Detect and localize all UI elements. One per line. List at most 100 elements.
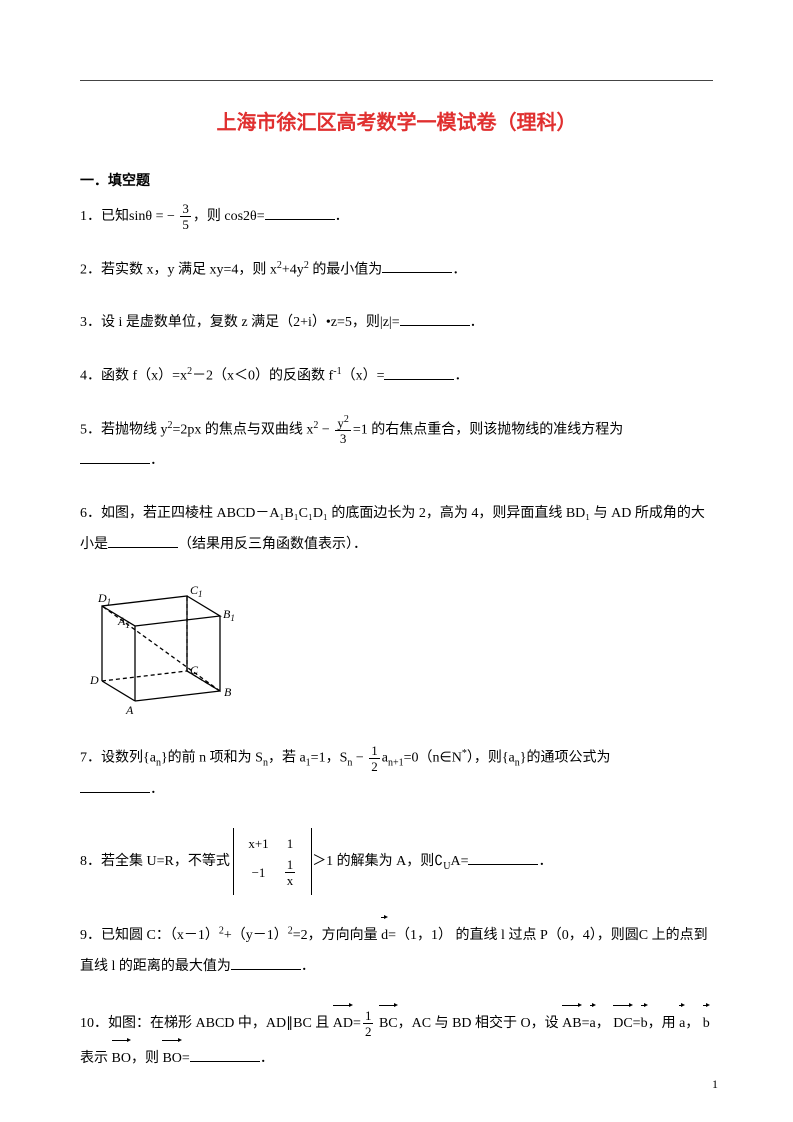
cube-diagram: D1 C1 A1 B1 D C A B: [80, 566, 250, 721]
q7-t3: ，若 a: [268, 751, 306, 766]
question-8: 8．若全集 U=R，不等式 x+11 −1 1x ＞1 的解集为 A，则∁UA=…: [80, 828, 713, 896]
q7-t8: }的通项公式为: [520, 751, 611, 766]
q9-t2: +（y－1）: [224, 928, 288, 943]
top-rule: [80, 80, 713, 81]
q7-t2: }的前 n 项和为 S: [161, 751, 263, 766]
q4-t3: （x）=: [342, 369, 385, 384]
q10-den: 2: [363, 1024, 374, 1038]
q10-t5: 表示: [80, 1051, 108, 1066]
q2-t3: 的最小值为: [309, 262, 383, 277]
q1-post1: ，则 cos2θ=: [193, 209, 265, 224]
q1-den: 5: [180, 217, 191, 231]
question-1: 1．已知sinθ = − 3 5 ，则 cos2θ=．: [80, 202, 713, 233]
q10-t7: =: [182, 1051, 190, 1066]
q10-t6: ，则: [131, 1051, 159, 1066]
q2-t2: +4y: [282, 262, 304, 277]
q10-vecb: b: [641, 1005, 648, 1040]
q5-minus: −: [318, 422, 333, 437]
q6-blank: [108, 534, 178, 548]
q10-veca: a: [590, 1005, 596, 1040]
q10-vecBO: BO: [112, 1040, 131, 1075]
section-header: 一．填空题: [80, 170, 713, 190]
q4-t1: 4．函数 f（x）=x: [80, 369, 187, 384]
q10-num: 1: [363, 1009, 374, 1024]
q1-sin: sin: [129, 209, 145, 224]
q8-t2: ＞1 的解集为 A，则∁: [312, 854, 443, 869]
q8-t1: 8．若全集 U=R，不等式: [80, 854, 233, 869]
q10-frac: 1 2: [361, 1009, 376, 1038]
svg-text:B: B: [224, 685, 232, 699]
q10-eq: =: [353, 1016, 361, 1031]
q10-comma: ，: [596, 1016, 610, 1031]
page-number: 1: [712, 1077, 718, 1092]
q9-post: ．: [301, 959, 315, 974]
question-10: 10．如图：在梯形 ABCD 中，AD∥BC 且 AD= 1 2 BC，AC 与…: [80, 1005, 713, 1075]
question-5: 5．若抛物线 y2=2px 的焦点与双曲线 x2 − y2 3 =1 的右焦点重…: [80, 415, 713, 477]
q10-vecAD: AD: [333, 1005, 353, 1040]
q7-frac: 1 2: [367, 744, 382, 773]
q8-blank: [468, 851, 538, 865]
q10-t2: ，AC 与 BD 相交于 O，设: [398, 1016, 559, 1031]
q10-t1: 10．如图：在梯形 ABCD 中，AD∥BC 且: [80, 1016, 333, 1031]
question-6: 6．如图，若正四棱柱 ABCD－A₁B₁C₁D₁ 的底面边长为 2，高为 4，则…: [80, 499, 713, 722]
q5-t1: 5．若抛物线 y: [80, 422, 168, 437]
q10-eqb: =: [633, 1016, 641, 1031]
question-9: 9．已知圆 C：（x－1）2+（y－1）2=2，方向向量 d=（1，1） 的直线…: [80, 917, 713, 983]
q8-post: ．: [538, 854, 552, 869]
q7-num: 1: [369, 744, 380, 759]
q3-post: ．: [470, 315, 484, 330]
q2-post: ．: [452, 262, 466, 277]
q4-post: ．: [454, 369, 468, 384]
q10-vecBC: BC: [379, 1005, 398, 1040]
q2-t1: 2．若实数 x，y 满足 xy=4，则 x: [80, 262, 277, 277]
q4-blank: [384, 366, 454, 380]
q1-text: 1．已知: [80, 209, 129, 224]
svg-text:B1: B1: [223, 607, 235, 623]
q7-den: 2: [369, 759, 380, 773]
q10-eqa: =: [582, 1016, 590, 1031]
q9-t1: 9．已知圆 C：（x－1）: [80, 928, 219, 943]
q5-blank: [80, 450, 150, 464]
q7-t5: −: [352, 751, 367, 766]
svg-text:A1: A1: [117, 614, 130, 630]
q5-num: y2: [335, 415, 351, 431]
q7-t6: =0（n∈N: [404, 751, 462, 766]
q5-den: 3: [335, 431, 351, 445]
q8-t3: A=: [450, 854, 468, 869]
svg-text:A: A: [125, 703, 134, 717]
q7-an1sub: n+1: [388, 758, 404, 769]
q10-veca2: a: [679, 1005, 685, 1040]
svg-text:C1: C1: [190, 583, 203, 599]
q5-t3: =1 的右焦点重合，则该抛物线的准线方程为: [353, 422, 623, 437]
svg-text:D: D: [89, 673, 99, 687]
q9-t3: =2，方向向量: [293, 928, 378, 943]
svg-text:D1: D1: [97, 591, 111, 607]
q8-det: x+11 −1 1x: [233, 828, 312, 896]
q5-t2: =2px 的焦点与双曲线: [173, 422, 307, 437]
q1-num: 3: [180, 202, 191, 217]
q1-eq: = −: [152, 209, 178, 224]
q10-vecDC: DC: [613, 1005, 632, 1040]
q2-blank: [382, 259, 452, 273]
q10-t4: ，: [685, 1016, 699, 1031]
q5-frac: y2 3: [333, 415, 353, 445]
q1-post2: ．: [335, 209, 349, 224]
q10-vecb2: b: [703, 1005, 710, 1040]
q6-t2: （结果用反三角函数值表示）．: [178, 537, 367, 552]
q4-t2: －2（x＜0）的反函数 f: [192, 369, 333, 384]
q10-vecBO2: BO: [162, 1040, 181, 1075]
q3-t1: 3．设 i 是虚数单位，复数 z 满足（2+i）•z=5，则|z|=: [80, 315, 400, 330]
svg-text:C: C: [190, 663, 199, 677]
q7-blank: [80, 779, 150, 793]
question-2: 2．若实数 x，y 满足 xy=4，则 x2+4y2 的最小值为．: [80, 255, 713, 286]
question-3: 3．设 i 是虚数单位，复数 z 满足（2+i）•z=5，则|z|= ．: [80, 308, 713, 339]
q9-vec: d: [381, 917, 388, 952]
q4-sup2: -1: [333, 366, 341, 377]
q10-post: ．: [260, 1051, 274, 1066]
q10-t3: ，用: [648, 1016, 676, 1031]
page-title: 上海市徐汇区高考数学一模试卷（理科）: [80, 106, 713, 135]
question-4: 4．函数 f（x）=x2－2（x＜0）的反函数 f-1（x）=．: [80, 361, 713, 392]
q5-post: ．: [150, 453, 164, 468]
q7-t7: ），则{a: [467, 751, 515, 766]
q7-post: ．: [150, 782, 164, 797]
